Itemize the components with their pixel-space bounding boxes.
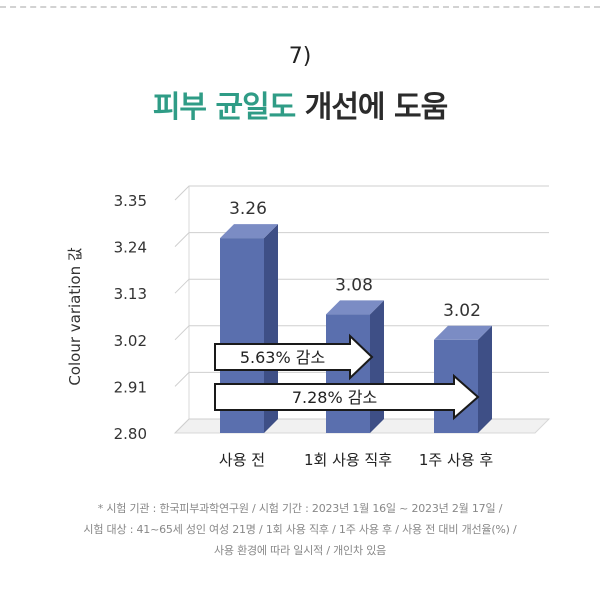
- gridline: [174, 278, 549, 294]
- gridline: [174, 325, 549, 341]
- bar-top: [434, 325, 492, 340]
- page-title: 피부 균일도 개선에 도움: [0, 82, 600, 126]
- y-tick-label: 3.24: [114, 239, 147, 257]
- x-tick-label: 1주 사용 후: [419, 451, 493, 469]
- title-accent: 피부 균일도: [152, 90, 296, 125]
- gridline: [174, 232, 549, 247]
- bar-side: [370, 300, 384, 433]
- bar-top: [220, 224, 278, 239]
- reduction-arrow: [214, 333, 374, 381]
- y-tick-label: 3.35: [114, 192, 147, 210]
- bar-value-label: 3.26: [229, 199, 267, 219]
- footnote: * 시험 기관 : 한국피부과학연구원 / 시험 기간 : 2023년 1월 1…: [0, 498, 600, 561]
- gridline: [174, 371, 549, 387]
- x-tick-label: 사용 전: [219, 451, 265, 469]
- gridline: [174, 418, 549, 434]
- gridline: [174, 185, 549, 201]
- bar-top: [326, 300, 384, 315]
- bar-value-label: 3.02: [443, 301, 481, 321]
- x-tick-label: 1회 사용 직후: [304, 451, 392, 469]
- title-rest: 개선에 도움: [295, 90, 448, 125]
- reduction-label: 5.63% 감소: [240, 348, 325, 367]
- reduction-label: 7.28% 감소: [292, 388, 377, 407]
- bar-side: [478, 325, 492, 433]
- bar: [326, 314, 370, 433]
- step-number: 7): [288, 44, 312, 69]
- y-tick-label: 2.91: [114, 378, 147, 396]
- bar-side: [264, 224, 278, 433]
- top-divider: [0, 6, 600, 8]
- y-axis-label: Colour variation 값: [66, 247, 84, 386]
- y-tick-label: 3.13: [114, 285, 147, 303]
- footnote-line-1: * 시험 기관 : 한국피부과학연구원 / 시험 기간 : 2023년 1월 1…: [97, 502, 503, 515]
- y-tick-label: 2.80: [114, 425, 147, 443]
- footnote-line-3: 사용 환경에 따라 일시적 / 개인차 있음: [213, 544, 387, 557]
- bar-chart: 3.35 3.24 3.13 3.02 2.91 2.80 Colour variation…: [66, 185, 551, 469]
- reduction-arrow: [214, 373, 480, 421]
- y-tick-label: 3.02: [114, 332, 147, 350]
- bar-value-label: 3.08: [335, 275, 373, 295]
- footnote-line-2: 시험 대상 : 41~65세 성인 여성 21명 / 1회 사용 직후 / 1주…: [83, 523, 517, 536]
